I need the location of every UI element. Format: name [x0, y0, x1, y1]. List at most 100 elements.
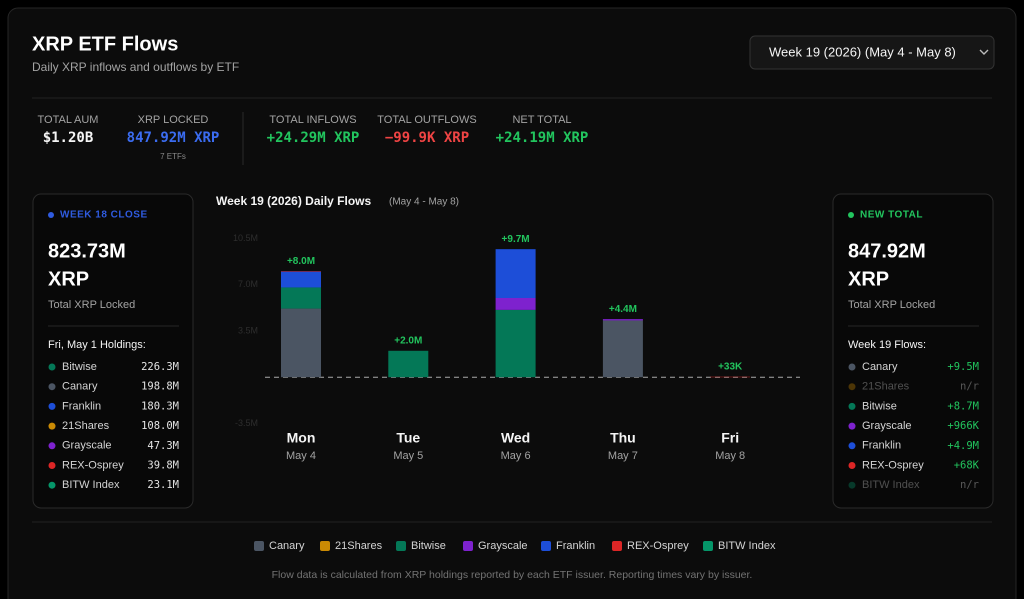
stat-label: TOTAL AUM [38, 114, 99, 126]
stat-value: $1.20B [43, 130, 94, 146]
card-list-title: Fri, May 1 Holdings: [48, 339, 146, 351]
card-unit: XRP [848, 268, 889, 290]
week-dropdown[interactable] [749, 35, 995, 70]
item-name: Bitwise [862, 400, 897, 412]
item-value: +4.9M [947, 440, 979, 452]
legend-label: Bitwise [411, 540, 446, 552]
item-dot [48, 462, 56, 469]
item-value: 198.8M [141, 381, 179, 393]
legend-label: REX-Osprey [627, 540, 689, 552]
stat-value: 847.92M XRP [127, 130, 220, 146]
x-tick-label: Wed [501, 430, 530, 446]
card-amount: 847.92M [848, 240, 926, 262]
card-unit: XRP [48, 268, 89, 290]
stat-value: +24.19M XRP [496, 130, 589, 146]
bar-segment [388, 350, 429, 378]
bar-segment [495, 309, 536, 378]
stat-note: 7 ETFs [160, 152, 186, 161]
item-value: +966K [947, 420, 979, 432]
total-label: +2.0M [394, 335, 422, 346]
item-name: Canary [62, 381, 98, 393]
bar-segment [281, 308, 321, 378]
item-name: REX-Osprey [862, 459, 924, 471]
stat-label: XRP LOCKED [138, 114, 209, 126]
x-tick-label: Thu [610, 430, 636, 446]
item-value: 108.0M [141, 420, 179, 432]
item-name: BITW Index [862, 479, 920, 491]
x-tick-date: May 6 [501, 450, 531, 462]
item-name: Franklin [862, 440, 901, 452]
item-dot [48, 481, 56, 489]
item-dot [848, 442, 856, 450]
chart-title: Week 19 (2026) Daily Flows [216, 194, 372, 208]
x-tick-label: Fri [721, 430, 739, 446]
item-dot [48, 363, 56, 371]
badge-dot [848, 212, 854, 218]
item-dot [48, 383, 56, 391]
dropdown-caret[interactable] [979, 49, 989, 55]
item-name: REX-Osprey [62, 459, 124, 471]
item-name: Grayscale [862, 420, 912, 432]
item-value: 226.3M [141, 361, 179, 373]
legend-swatch [396, 541, 406, 551]
badge-dot [48, 212, 54, 218]
y-tick-label: 7.0M [238, 279, 258, 289]
subtitle: Daily XRP inflows and outflows by ETF [32, 60, 239, 74]
item-name: BITW Index [62, 479, 120, 491]
bar-segment [281, 287, 321, 309]
title: XRP ETF Flows [32, 33, 178, 55]
legend-label: Canary [269, 540, 305, 552]
item-name: Franklin [62, 400, 101, 412]
legend-swatch [320, 541, 330, 551]
bar-segment [602, 320, 643, 378]
x-tick-date: May 4 [286, 450, 316, 462]
item-value: +9.5M [947, 361, 979, 373]
bar-segment [602, 319, 643, 321]
item-dot [848, 363, 856, 371]
card-list-title: Week 19 Flows: [848, 339, 926, 351]
footer-note: Flow data is calculated from XRP holding… [272, 569, 753, 581]
card-badge: NEW TOTAL [860, 210, 923, 221]
item-value: +8.7M [947, 400, 979, 412]
legend-label: Franklin [556, 540, 595, 552]
item-name: 21Shares [862, 381, 910, 393]
legend-swatch [612, 541, 622, 551]
item-value: +68K [954, 460, 980, 472]
item-value: 39.8M [147, 460, 179, 472]
card-badge: WEEK 18 CLOSE [60, 210, 148, 221]
y-tick-label: 10.5M [233, 233, 258, 243]
x-tick-date: May 8 [715, 450, 745, 462]
item-value: 23.1M [147, 479, 179, 491]
card-amount: 823.73M [48, 240, 126, 262]
total-label: +8.0M [287, 256, 315, 267]
legend-swatch [541, 541, 551, 551]
x-tick-date: May 5 [393, 450, 423, 462]
legend-label: Grayscale [478, 540, 528, 552]
legend-swatch [703, 541, 713, 551]
item-name: Bitwise [62, 361, 97, 373]
item-dot [848, 481, 856, 489]
legend-label: 21Shares [335, 540, 383, 552]
stat-value: −99.9K XRP [385, 130, 469, 146]
total-label: +4.4M [609, 304, 637, 315]
bar-segment [281, 271, 321, 288]
item-dot [848, 462, 856, 469]
legend-label: BITW Index [718, 540, 776, 552]
item-name: 21Shares [62, 420, 110, 432]
x-tick-label: Mon [287, 430, 316, 446]
week-dropdown-label[interactable]: Week 19 (2026) (May 4 - May 8) [769, 44, 956, 59]
item-dot [848, 383, 856, 391]
item-value: 180.3M [141, 400, 179, 412]
bar-segment [495, 298, 536, 310]
item-value: 47.3M [147, 440, 179, 452]
stat-label: TOTAL OUTFLOWS [377, 114, 476, 126]
item-value: n/r [960, 479, 979, 491]
week-close-card [32, 193, 194, 509]
item-dot [848, 422, 856, 430]
item-value: n/r [960, 381, 979, 393]
new-total-card [832, 193, 994, 509]
legend-swatch [463, 541, 473, 551]
x-tick-label: Tue [396, 430, 420, 446]
item-dot [848, 402, 856, 410]
x-tick-date: May 7 [608, 450, 638, 462]
